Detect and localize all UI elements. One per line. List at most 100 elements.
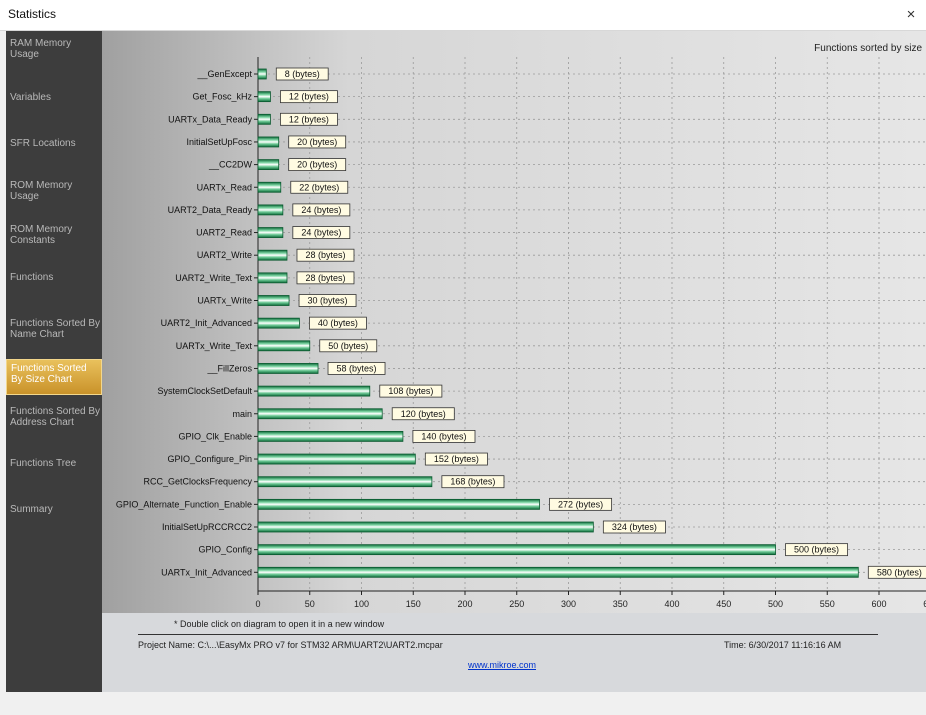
data-label: 58 (bytes) [337, 363, 377, 373]
mikroe-link[interactable]: www.mikroe.com [468, 660, 537, 670]
data-label-box [296, 248, 355, 262]
bar[interactable] [257, 113, 271, 125]
category-label: UART2_Data_Ready [168, 205, 253, 215]
bar[interactable] [257, 91, 271, 103]
chart-footer: * Double click on diagram to open it in … [102, 613, 926, 692]
data-label: 12 (bytes) [289, 114, 329, 124]
x-tick-label: 650 [923, 599, 926, 609]
data-label-box [424, 452, 488, 466]
category-label: UARTx_Read [197, 182, 252, 192]
x-tick-label: 300 [561, 599, 576, 609]
chart-area[interactable]: Functions sorted by size 0 50 100 150 200 250… [102, 31, 926, 613]
category-label: Get_Fosc_kHz [192, 92, 252, 102]
bar[interactable] [257, 295, 290, 306]
bar[interactable] [257, 498, 540, 510]
category-label: InitialSetUpRCCRCC2 [162, 522, 252, 532]
bar[interactable] [257, 408, 383, 420]
bar[interactable] [257, 249, 288, 261]
x-tick-label: 600 [871, 599, 886, 609]
category-label: GPIO_Alternate_Function_Enable [116, 499, 252, 509]
chart-content: Functions sorted by size 0 50 100 150 200 250… [102, 31, 926, 692]
data-label-box [280, 90, 338, 104]
category-label: UART2_Init_Advanced [161, 318, 252, 328]
data-label: 20 (bytes) [297, 137, 337, 147]
bar[interactable] [257, 385, 371, 397]
bar[interactable] [257, 363, 319, 374]
data-label: 24 (bytes) [301, 205, 341, 215]
category-label: UARTx_Write [197, 296, 252, 306]
data-label-box [280, 112, 338, 126]
sidebar-item-summary[interactable]: Summary [10, 504, 53, 515]
bar[interactable] [257, 430, 404, 442]
bar[interactable] [257, 521, 594, 533]
category-label: __GenExcept [196, 69, 252, 79]
category-label: UARTx_Data_Ready [168, 114, 252, 124]
data-label-box [867, 565, 926, 579]
category-label: GPIO_Clk_Enable [178, 431, 252, 441]
data-label: 272 (bytes) [558, 499, 603, 509]
data-label: 580 (bytes) [877, 567, 922, 577]
bar[interactable] [257, 453, 416, 465]
data-label: 24 (bytes) [301, 228, 341, 238]
bar[interactable] [257, 227, 284, 238]
bar[interactable] [257, 272, 288, 284]
category-label: GPIO_Configure_Pin [167, 454, 252, 464]
data-label: 140 (bytes) [421, 431, 466, 441]
sidebar-item-functions-sorted-by-address-chart[interactable]: Functions Sorted By Address Chart [10, 406, 101, 428]
sidebar-item-functions[interactable]: Functions [10, 272, 54, 283]
sidebar-item-ram-memory-usage[interactable]: RAM Memory Usage [10, 38, 72, 60]
functions-size-chart[interactable]: 0 50 100 150 200 250 300 350 400 450 500 550 600 650 _… [102, 31, 926, 613]
bar[interactable] [257, 68, 267, 80]
data-label: 28 (bytes) [305, 250, 345, 260]
category-label: RCC_GetClocksFrequency [143, 477, 252, 487]
sidebar-item-functions-sorted-by-name-chart[interactable]: Functions Sorted By Name Chart [10, 318, 101, 340]
x-tick-label: 50 [305, 599, 315, 609]
data-label-box [602, 520, 666, 534]
bar[interactable] [257, 317, 300, 329]
bar[interactable] [257, 204, 284, 216]
bar[interactable] [257, 136, 280, 148]
category-label: GPIO_Config [198, 545, 252, 555]
data-label-box [288, 158, 347, 171]
category-label: UART2_Read [196, 228, 252, 238]
close-icon[interactable]: × [906, 6, 916, 23]
data-label: 28 (bytes) [305, 273, 345, 283]
category-label: __CC2DW [208, 160, 253, 170]
double-click-note: * Double click on diagram to open it in … [174, 619, 385, 629]
data-label: 22 (bytes) [299, 182, 339, 192]
data-label-box [288, 135, 347, 149]
x-tick-label: 0 [255, 599, 260, 609]
data-label: 168 (bytes) [450, 477, 495, 487]
x-tick-label: 400 [664, 599, 679, 609]
x-tick-label: 550 [820, 599, 835, 609]
bar[interactable] [257, 181, 282, 193]
bar[interactable] [257, 566, 859, 578]
data-label: 108 (bytes) [388, 386, 433, 396]
bar[interactable] [257, 544, 776, 556]
data-label: 152 (bytes) [434, 454, 479, 464]
data-label: 120 (bytes) [401, 409, 446, 419]
data-label-box [308, 316, 367, 330]
sidebar-item-functions-tree[interactable]: Functions Tree [10, 458, 77, 469]
x-tick-label: 350 [613, 599, 628, 609]
x-tick-label: 450 [716, 599, 731, 609]
window-titlebar: Statistics × [0, 0, 926, 31]
sidebar-item-rom-memory-usage[interactable]: ROM Memory Usage [10, 180, 73, 202]
data-label: 500 (bytes) [794, 545, 839, 555]
sidebar-item-functions-sorted-by-size-chart[interactable]: Functions Sorted By Size Chart [6, 359, 102, 395]
sidebar-item-sfr-locations[interactable]: SFR Locations [10, 138, 76, 149]
bar[interactable] [257, 476, 433, 488]
bar[interactable] [257, 340, 311, 352]
data-label-box [391, 407, 455, 421]
project-name: Project Name: C:\...\EasyMx PRO v7 for S… [138, 640, 443, 650]
category-label: SystemClockSetDefault [157, 386, 252, 396]
data-label-box [319, 339, 378, 353]
data-label-box [441, 475, 505, 489]
sidebar-item-rom-memory-constants[interactable]: ROM Memory Constants [10, 224, 73, 246]
data-label: 12 (bytes) [289, 92, 329, 102]
x-tick-label: 200 [457, 599, 472, 609]
data-label-box [327, 362, 386, 375]
sidebar-item-variables[interactable]: Variables [10, 92, 51, 103]
bar[interactable] [257, 159, 280, 171]
data-label-box [275, 67, 329, 81]
